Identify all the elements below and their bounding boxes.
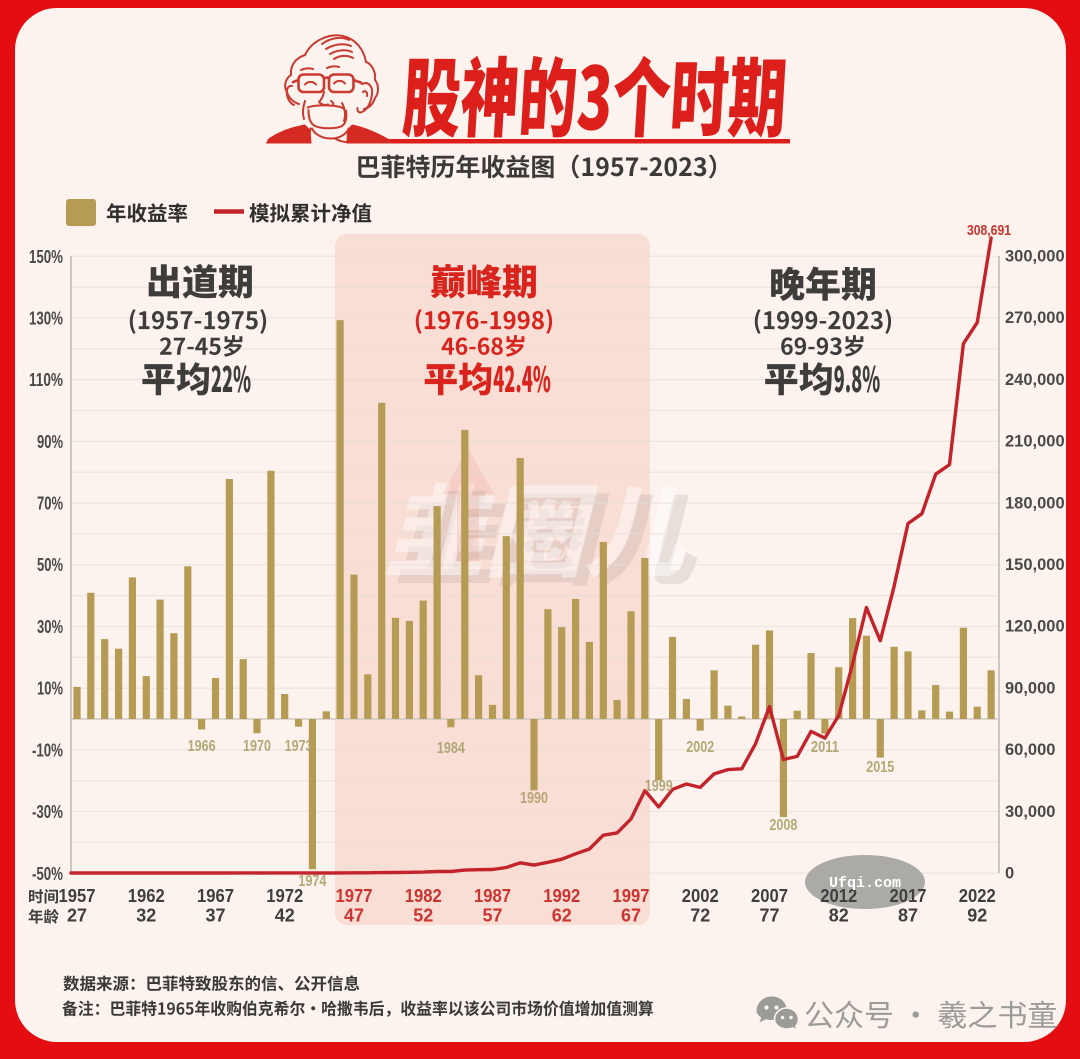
svg-text:-30%: -30% [32,801,63,822]
svg-text:1987: 1987 [474,885,511,906]
svg-text:2002: 2002 [682,885,719,906]
svg-text:1972: 1972 [266,885,303,906]
svg-text:72: 72 [690,905,710,926]
svg-text:1957: 1957 [59,885,96,906]
svg-text:2011: 2011 [811,739,839,756]
svg-text:2008: 2008 [769,817,797,834]
svg-text:90,000: 90,000 [1005,679,1055,697]
svg-text:87: 87 [898,905,918,926]
svg-text:60,000: 60,000 [1005,741,1055,759]
svg-text:2017: 2017 [890,885,927,906]
svg-text:82: 82 [829,905,849,926]
svg-text:300,000: 300,000 [1005,248,1065,266]
svg-text:57: 57 [483,905,503,926]
svg-text:1966: 1966 [188,738,216,755]
svg-text:2012: 2012 [820,885,857,906]
svg-text:-50%: -50% [32,863,63,884]
svg-text:2007: 2007 [751,885,788,906]
svg-text:180,000: 180,000 [1005,494,1065,512]
svg-text:27: 27 [67,905,87,926]
svg-text:77: 77 [760,905,780,926]
svg-text:1962: 1962 [128,885,165,906]
svg-text:1974: 1974 [298,873,326,890]
svg-text:50%: 50% [37,554,63,575]
svg-text:52: 52 [413,905,433,926]
svg-text:10%: 10% [37,678,63,699]
svg-text:62: 62 [552,905,572,926]
svg-text:30%: 30% [37,616,63,637]
svg-text:37: 37 [206,905,226,926]
svg-text:Ufqi.com: Ufqi.com [829,875,901,892]
svg-text:42: 42 [275,905,295,926]
svg-text:2015: 2015 [866,759,894,776]
svg-text:150%: 150% [29,246,63,267]
svg-text:1982: 1982 [405,885,442,906]
svg-text:1967: 1967 [197,885,234,906]
svg-text:1990: 1990 [520,790,548,807]
svg-text:30,000: 30,000 [1005,803,1055,821]
svg-text:0: 0 [1005,865,1014,883]
svg-text:1999: 1999 [645,778,673,795]
svg-text:2022: 2022 [959,885,996,906]
svg-text:1997: 1997 [613,885,650,906]
svg-text:90%: 90% [37,431,63,452]
svg-text:150,000: 150,000 [1005,556,1065,574]
svg-text:47: 47 [344,905,364,926]
svg-text:32: 32 [136,905,156,926]
svg-text:1984: 1984 [437,740,465,757]
svg-text:240,000: 240,000 [1005,371,1065,389]
svg-text:92: 92 [967,905,987,926]
svg-text:308,691: 308,691 [967,222,1011,239]
svg-text:130%: 130% [29,307,63,328]
svg-text:70%: 70% [37,493,63,514]
svg-text:110%: 110% [29,369,63,390]
svg-text:1992: 1992 [543,885,580,906]
svg-text:-10%: -10% [32,739,63,760]
svg-text:270,000: 270,000 [1005,309,1065,327]
svg-text:1970: 1970 [243,738,271,755]
svg-text:1973: 1973 [285,738,313,755]
svg-text:120,000: 120,000 [1005,618,1065,636]
svg-text:67: 67 [621,905,641,926]
svg-text:210,000: 210,000 [1005,433,1065,451]
svg-text:1977: 1977 [336,885,373,906]
svg-text:2002: 2002 [686,739,714,756]
